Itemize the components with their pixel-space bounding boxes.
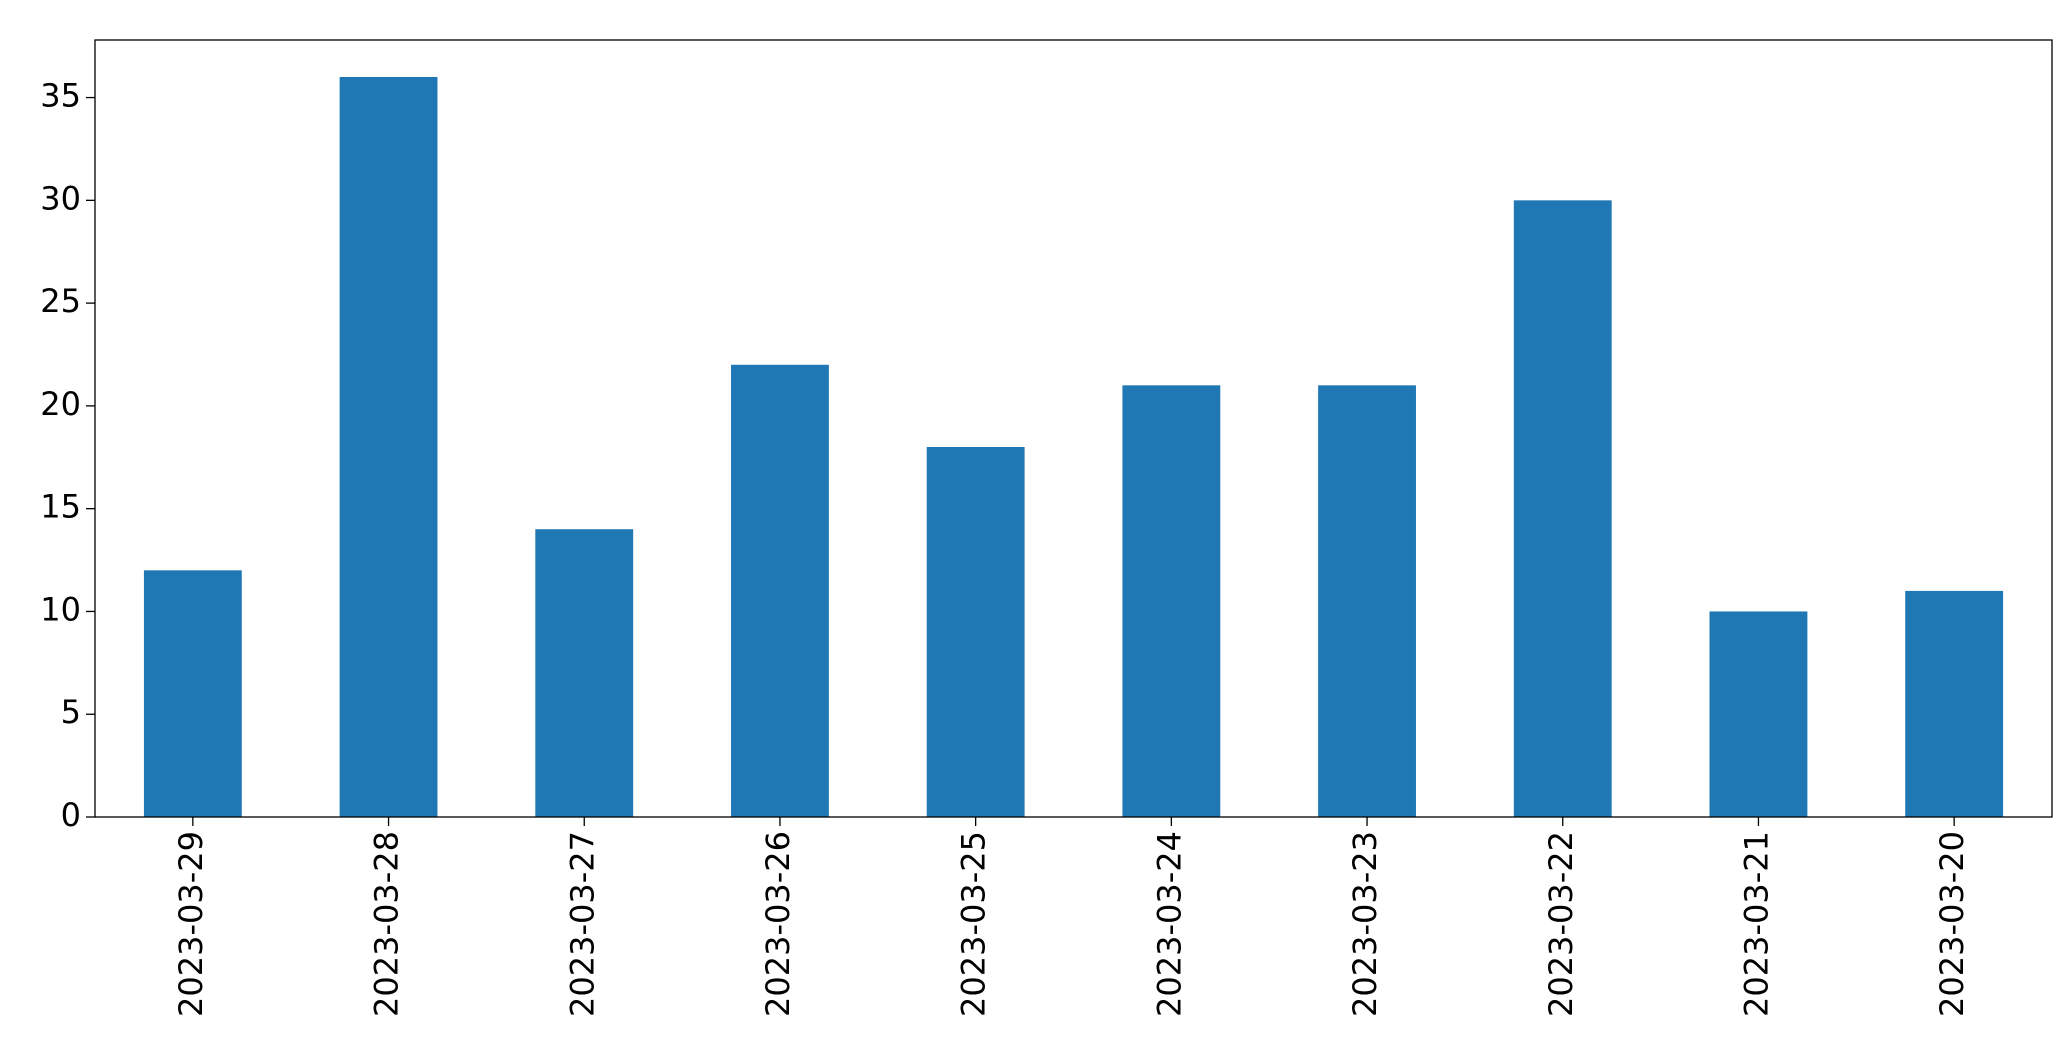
x-tick-label: 2023-03-21	[1737, 831, 1775, 1017]
y-tick-label: 15	[40, 488, 81, 526]
bar	[731, 364, 829, 817]
x-tick-label: 2023-03-28	[368, 831, 406, 1017]
y-tick-label: 0	[61, 796, 81, 834]
bar	[1905, 590, 2004, 817]
x-tick-label: 2023-03-23	[1346, 831, 1384, 1017]
x-tick-label: 2023-03-22	[1542, 831, 1580, 1017]
bar	[926, 447, 1025, 817]
bar	[339, 77, 438, 817]
y-tick-label: 10	[40, 590, 81, 628]
bar	[1709, 611, 1808, 817]
y-tick-label: 20	[40, 385, 81, 423]
x-tick-label: 2023-03-27	[563, 831, 601, 1017]
x-tick-label: 2023-03-26	[759, 831, 797, 1017]
y-tick-label: 30	[40, 179, 81, 217]
bar	[1513, 200, 1612, 818]
y-tick-label: 25	[40, 282, 81, 320]
x-tick-label: 2023-03-24	[1150, 831, 1188, 1017]
bar	[143, 570, 242, 817]
bar	[535, 529, 634, 817]
x-tick-label: 2023-03-29	[172, 831, 210, 1017]
y-tick-label: 35	[40, 77, 81, 115]
bar	[1318, 385, 1416, 817]
y-tick-label: 5	[61, 693, 81, 731]
axes-frame	[94, 39, 2053, 818]
x-tick-label: 2023-03-25	[955, 831, 993, 1017]
bar	[1122, 385, 1221, 817]
x-tick-label: 2023-03-20	[1933, 831, 1971, 1017]
